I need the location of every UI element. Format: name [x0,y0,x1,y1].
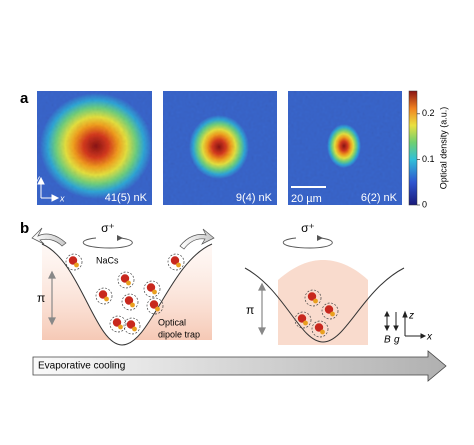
molecule-halo [311,320,329,338]
temperature-label: 6(2) nK [361,192,398,204]
cs-atom [297,314,307,323]
cs-atom [126,320,136,329]
molecule-halo [117,271,135,289]
axis-label: z [408,311,414,322]
polarization-label: σ⁺ [101,221,115,235]
na-atom [126,280,131,286]
cloud-1 [40,93,152,199]
molecule-halo [146,297,164,315]
arrowhead [317,235,323,241]
polarization-label: σ⁺ [301,221,315,235]
panel-label: b [20,220,29,237]
process-arrow [32,350,447,382]
molecule-halo [294,311,312,329]
axis-label: x [426,332,433,343]
na-atom [74,262,79,268]
molecule-halo [143,280,161,298]
temperature-label: 9(4) nK [236,192,273,204]
molecule-halo [109,315,127,333]
colorbar-label: Optical density (a.u.) [438,107,448,190]
scale-bar-label: 20 µm [291,193,322,205]
cs-atom [98,290,108,299]
colorbar [408,90,418,206]
axis-label: g [394,335,400,346]
molecule-halo [95,287,113,305]
molecules [65,253,339,338]
pi-label: π [37,291,45,305]
na-atom [176,262,181,268]
escape-arrow [31,227,67,247]
trap-label: dipole trap [158,329,200,339]
process-label: Evaporative cooling [38,361,125,372]
pi-label: π [246,303,254,317]
absorption-images [37,91,402,205]
cloud-2 [189,115,249,179]
molecule-label: NaCs [96,255,119,265]
molecule-halo [123,317,141,335]
cs-atom [324,305,334,314]
colorbar-tick-label: 0.2 [422,108,435,118]
na-atom [155,306,160,312]
axis-label: B [384,335,391,346]
cs-atom [146,283,156,292]
arrowhead [117,235,123,241]
na-atom [152,289,157,295]
na-atom [313,298,318,304]
panel-label: a [20,90,29,107]
cs-atom [307,292,317,301]
molecule-halo [321,302,339,320]
na-atom [330,311,335,317]
axis-label: y [34,173,40,183]
na-atom [132,326,137,332]
colorbar-tick-label: 0 [422,199,427,209]
pi-arrows [48,270,266,336]
cs-atom [149,300,159,309]
molecule-halo [167,253,185,271]
na-atom [104,296,109,302]
trap-potential [41,243,213,346]
cs-atom [120,274,130,283]
cs-atom [68,256,78,265]
temperature-label: 41(5) nK [105,192,148,204]
cs-atom [170,256,180,265]
image-axes [37,176,60,202]
trap-potential [244,267,405,343]
escape-arrow [179,228,215,250]
na-atom [320,329,325,335]
cs-atom [314,323,324,332]
na-atom [118,324,123,330]
lab-axes [384,310,427,339]
cloud-3 [327,124,361,168]
cs-atom [124,296,134,305]
na-atom [303,320,308,326]
trap-label: Optical [158,317,186,327]
trap-fill [42,244,212,360]
molecule-halo [304,289,322,307]
polarization-arrows [82,237,333,249]
molecule-halo [65,253,83,271]
na-atom [130,302,135,308]
mask [36,340,216,360]
trap-fill [278,260,368,345]
molecule-halo [121,293,139,311]
cs-atom [112,318,122,327]
axis-label: x [59,193,65,203]
colorbar-tick-label: 0.1 [422,154,435,164]
